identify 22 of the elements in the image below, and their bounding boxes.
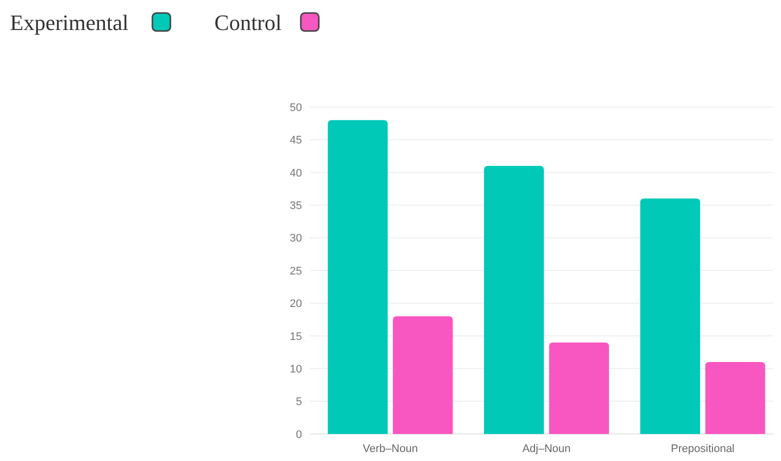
y-tick-label: 10 [290, 363, 302, 376]
y-tick-label: 50 [290, 102, 302, 114]
y-tick-label: 45 [290, 134, 302, 147]
bar [640, 198, 700, 434]
bar [392, 316, 453, 434]
y-tick-label: 25 [290, 265, 302, 278]
bar [484, 166, 544, 434]
y-tick-label: 35 [290, 200, 302, 212]
y-tick-label: 15 [290, 330, 302, 343]
y-tick-label: 20 [290, 298, 302, 310]
legend-label: Experimental [10, 10, 129, 35]
y-tick-label: 30 [290, 232, 302, 245]
y-tick-label: 0 [296, 428, 302, 441]
y-tick-label: 5 [296, 396, 302, 408]
x-tick-label: Adj–Noun [522, 443, 571, 455]
x-tick-label: Prepositional [670, 443, 735, 455]
bar [705, 362, 766, 434]
legend-label: Control [214, 10, 282, 35]
x-tick-label: Verb–Noun [362, 443, 418, 455]
y-tick-label: 40 [290, 167, 302, 180]
bar [328, 120, 388, 434]
bar [549, 342, 609, 434]
